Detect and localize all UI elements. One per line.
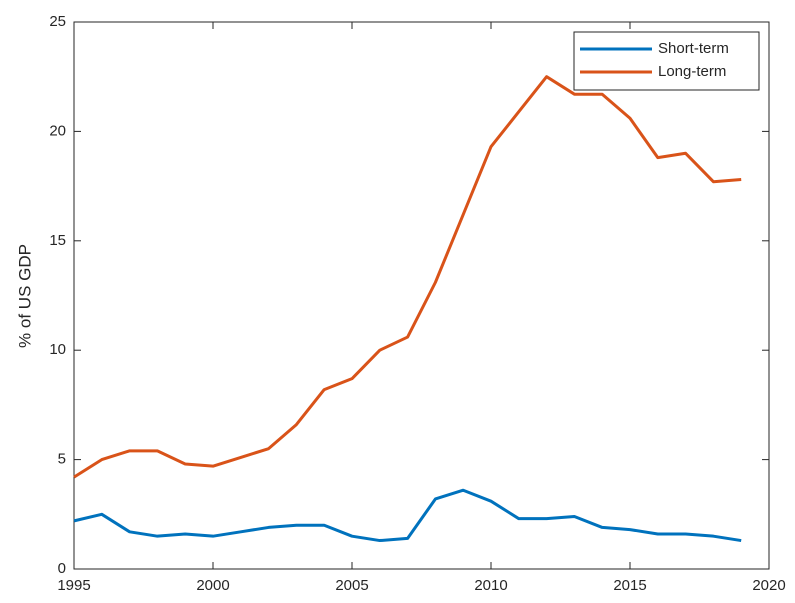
x-tick-label: 2000 (196, 577, 229, 594)
data-line (73, 488, 742, 543)
y-tick-label: 0 (58, 560, 66, 577)
legend: Short-term Long-term (573, 31, 760, 91)
x-tick-label: 2010 (474, 577, 507, 594)
data-line (73, 75, 742, 479)
y-tick-label: 20 (49, 122, 66, 139)
x-tick-label: 2015 (613, 577, 646, 594)
plot-area (73, 21, 770, 570)
y-tick-label: 25 (49, 13, 66, 30)
y-axis-label: % of US GDP (15, 244, 34, 348)
x-tick-label: 1995 (57, 577, 90, 594)
legend-box (573, 31, 760, 91)
y-tick-label: 10 (49, 341, 66, 358)
y-tick-label: 5 (58, 451, 66, 468)
x-tick-label: 2020 (752, 577, 785, 594)
legend-label: Short-term (658, 40, 729, 57)
legend-label: Long-term (658, 63, 726, 80)
x-tick-label: 2005 (335, 577, 368, 594)
y-tick-label: 15 (49, 232, 66, 249)
